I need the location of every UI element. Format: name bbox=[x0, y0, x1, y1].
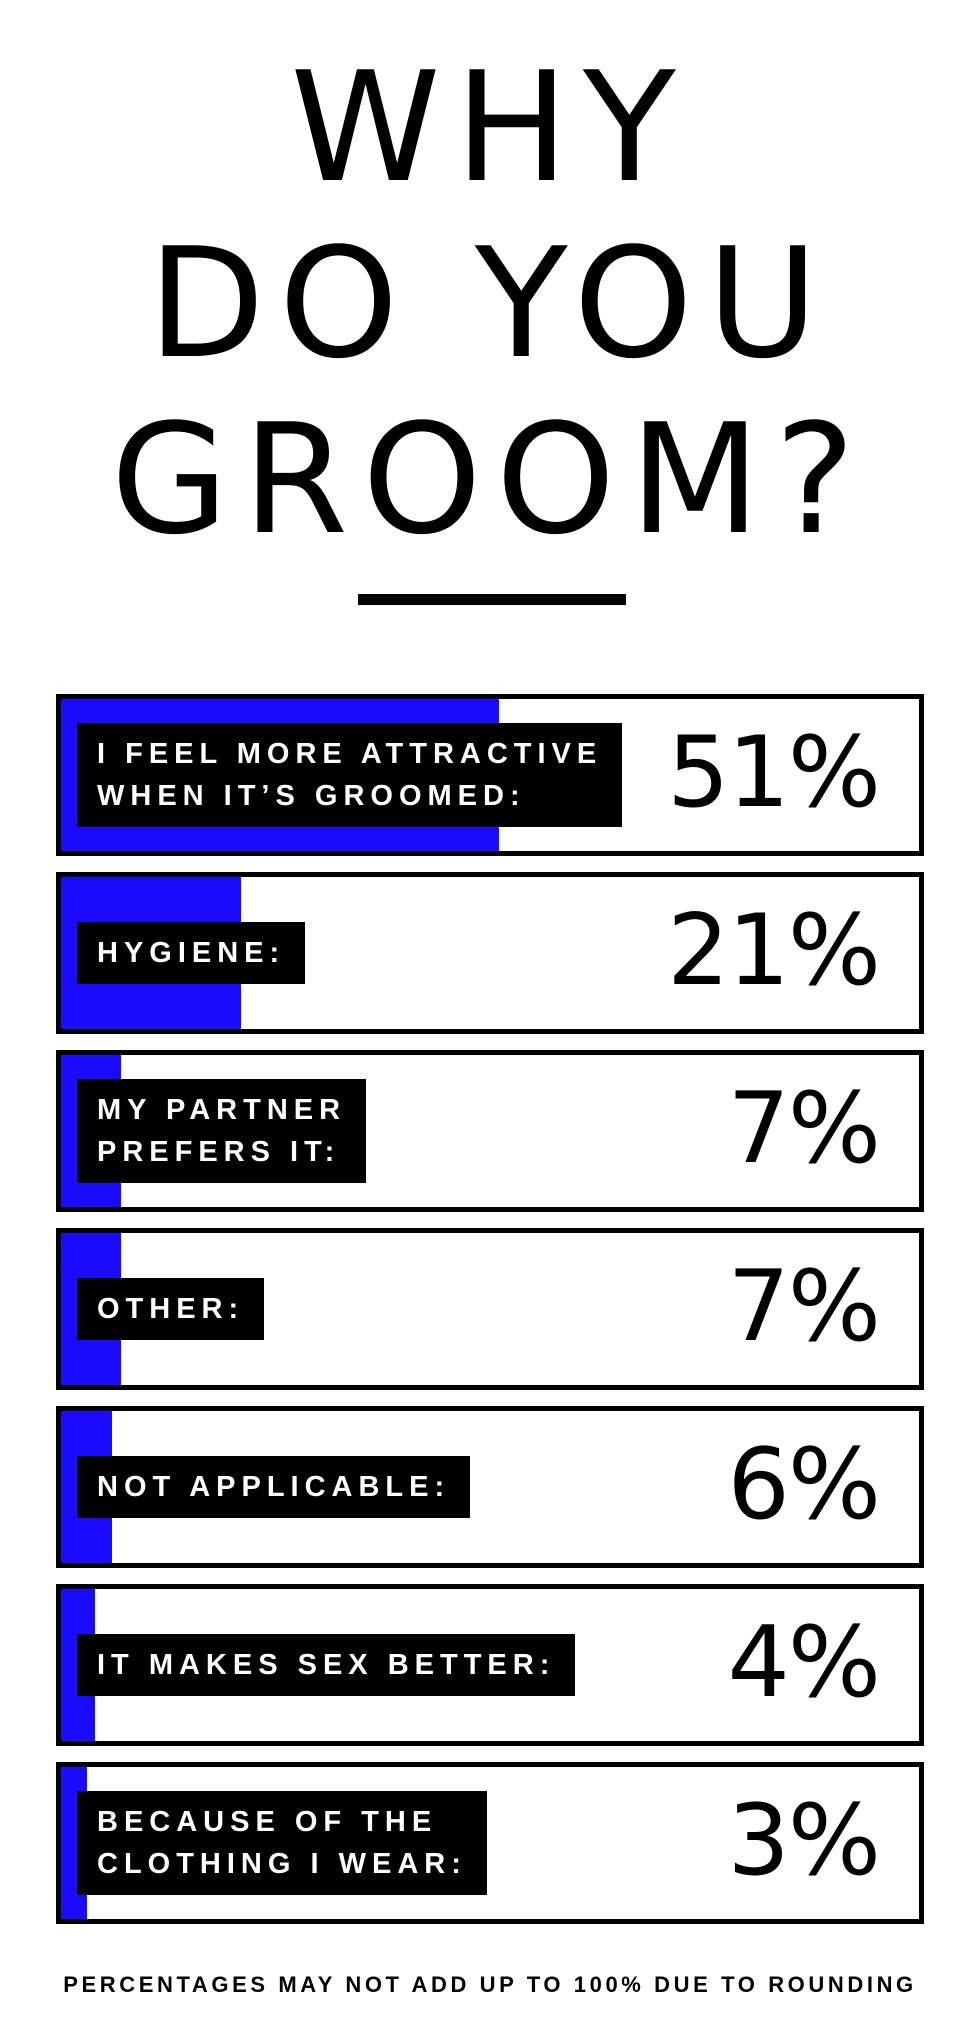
bar-label: OTHER: bbox=[77, 1278, 265, 1340]
bar-row: I FEEL MORE ATTRACTIVE WHEN IT’S GROOMED… bbox=[56, 694, 924, 856]
bar-label: HYGIENE: bbox=[77, 922, 306, 984]
bar-value-label: 7% bbox=[727, 1250, 881, 1364]
bar-value-label: 6% bbox=[727, 1428, 881, 1542]
title-line-3: GROOM? bbox=[110, 391, 870, 568]
bar-row: OTHER: 7% bbox=[56, 1228, 924, 1390]
bar-row: NOT APPLICABLE: 6% bbox=[56, 1406, 924, 1568]
bar-row: HYGIENE: 21% bbox=[56, 872, 924, 1034]
bar-label: NOT APPLICABLE: bbox=[77, 1456, 471, 1518]
footnote: PERCENTAGES MAY NOT ADD UP TO 100% DUE T… bbox=[63, 1972, 917, 1997]
bar-row: IT MAKES SEX BETTER: 4% bbox=[56, 1584, 924, 1746]
bar-value-label: 7% bbox=[727, 1072, 881, 1186]
bar-label: MY PARTNER PREFERS IT: bbox=[77, 1079, 367, 1183]
bar-label: IT MAKES SEX BETTER: bbox=[77, 1634, 576, 1696]
bar-value-label: 3% bbox=[727, 1784, 881, 1898]
bar-value-label: 21% bbox=[667, 894, 881, 1008]
bar-row: MY PARTNER PREFERS IT: 7% bbox=[56, 1050, 924, 1212]
bar-row: BECAUSE OF THE CLOTHING I WEAR: 3% bbox=[56, 1762, 924, 1924]
chart-title: WHY DO YOU GROOM? bbox=[0, 40, 980, 568]
title-divider bbox=[358, 594, 626, 605]
bar-label: BECAUSE OF THE CLOTHING I WEAR: bbox=[77, 1791, 487, 1895]
title-line-2: DO YOU bbox=[147, 215, 833, 392]
bar-label: I FEEL MORE ATTRACTIVE WHEN IT’S GROOMED… bbox=[77, 723, 623, 827]
bar-value-label: 51% bbox=[667, 716, 881, 830]
bar-value-label: 4% bbox=[727, 1606, 881, 1720]
title-line-1: WHY bbox=[290, 39, 690, 216]
